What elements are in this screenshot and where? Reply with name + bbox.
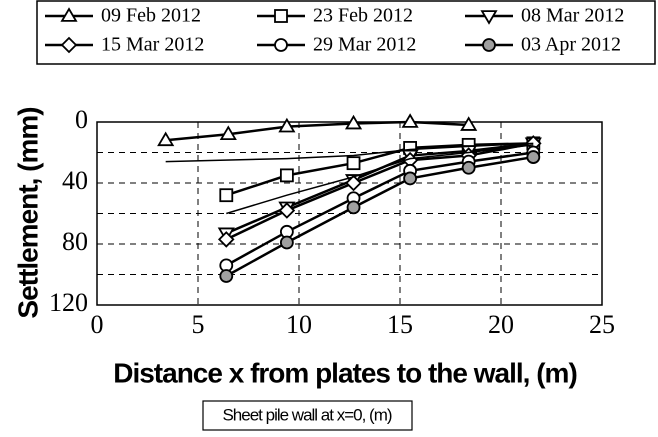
legend-marker — [480, 10, 498, 25]
data-point — [278, 202, 296, 219]
x-axis-label: Distance x from plates to the wall, (m) — [113, 357, 577, 388]
y-tick-label: 0 — [75, 105, 88, 134]
data-point — [460, 116, 478, 131]
legend-marker — [60, 7, 78, 22]
legend-marker — [60, 36, 78, 54]
annotation: Sheet pile wall at x=0, (m) — [222, 405, 391, 424]
data-point — [219, 188, 234, 203]
x-tick-label: 10 — [286, 310, 312, 339]
annotation-box — [202, 400, 413, 431]
legend-label: 23 Feb 2012 — [313, 5, 413, 27]
y-axis-label: Settlement, (mm) — [12, 107, 43, 318]
data-point — [526, 150, 541, 164]
data-point — [345, 174, 362, 192]
series-line — [165, 142, 534, 163]
series-line — [225, 155, 534, 278]
data-point — [219, 125, 237, 141]
x-tick-label: 0 — [91, 310, 104, 339]
data-point — [278, 117, 296, 133]
x-tick-label: 25 — [589, 310, 615, 339]
data-point — [218, 231, 235, 248]
data-point — [157, 131, 175, 147]
y-tick-label: 120 — [49, 288, 88, 317]
series-line — [225, 151, 534, 267]
data-point — [346, 156, 361, 171]
legend-label: 08 Mar 2012 — [521, 5, 624, 27]
legend-label: 15 Mar 2012 — [101, 34, 204, 56]
legend-label: 03 Apr 2012 — [521, 34, 621, 56]
data-point — [279, 168, 294, 183]
y-tick-label: 80 — [62, 227, 88, 256]
legend-marker — [482, 38, 496, 52]
legend-box — [36, 0, 656, 65]
series-line — [225, 142, 534, 197]
x-tick-label: 20 — [488, 310, 514, 339]
data-point — [401, 113, 419, 128]
series-line — [226, 144, 534, 215]
x-tick-label: 15 — [387, 310, 413, 339]
legend-label: 29 Mar 2012 — [313, 34, 416, 56]
y-tick-label: 40 — [62, 166, 88, 195]
x-tick-label: 5 — [192, 310, 205, 339]
legend-marker — [274, 38, 288, 52]
data-point — [344, 114, 363, 130]
series-line — [225, 142, 534, 241]
data-point — [346, 200, 361, 215]
data-point — [461, 160, 476, 175]
data-point — [403, 171, 418, 186]
legend-marker — [274, 9, 288, 23]
legend-label: 09 Feb 2012 — [101, 5, 201, 27]
data-point — [279, 235, 294, 250]
data-point — [219, 269, 234, 283]
series-line — [165, 120, 469, 142]
